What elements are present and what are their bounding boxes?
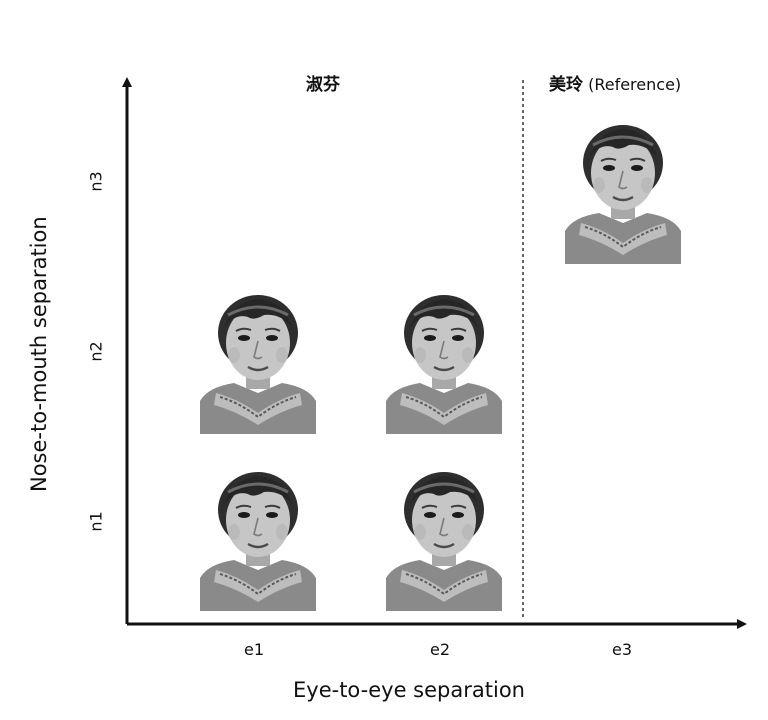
face-photo-e1-n2: [198, 289, 318, 434]
group-label-meiling: 美玲 (Reference): [549, 70, 681, 95]
y-axis-title: Nose-to-mouth separation: [27, 216, 51, 492]
face-photo-e3-n3: [563, 119, 683, 264]
reference-note: (Reference): [588, 75, 682, 94]
x-axis-title: Eye-to-eye separation: [293, 678, 525, 702]
y-tick-n1: n1: [86, 511, 106, 532]
y-tick-n2: n2: [86, 341, 106, 362]
face-photo-e1-n1: [198, 466, 318, 611]
x-tick-e3: e3: [612, 640, 633, 659]
group-label-shufen: 淑芬: [306, 75, 340, 95]
face-photo-e2-n1: [384, 466, 504, 611]
reference-name: 美玲: [549, 75, 583, 95]
y-tick-n3: n3: [86, 171, 106, 192]
x-tick-e1: e1: [244, 640, 265, 659]
face-photo-e2-n2: [384, 289, 504, 434]
x-tick-e2: e2: [430, 640, 451, 659]
